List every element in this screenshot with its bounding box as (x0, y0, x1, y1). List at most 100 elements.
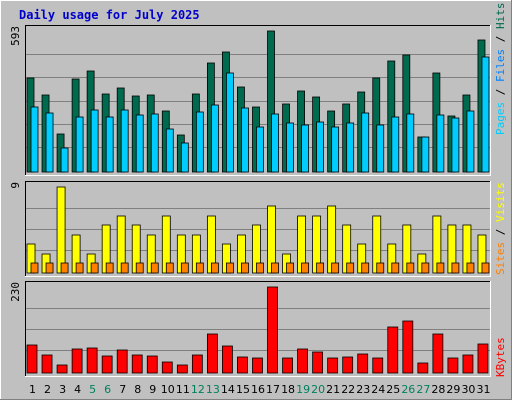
bar-sites-day-10 (165, 262, 174, 274)
x-axis-day-label: 14 (221, 383, 235, 396)
bar-kbytes-day-19 (297, 348, 308, 374)
bar-pages-day-14 (226, 72, 234, 173)
x-axis-day-label: 8 (134, 383, 141, 396)
bar-pages-day-21 (331, 126, 340, 173)
bar-kbytes-day-5 (86, 347, 98, 374)
x-axis-day-label: 2 (44, 383, 51, 396)
bar-kbytes-day-3 (56, 364, 68, 374)
bar-pages-day-8 (135, 114, 144, 173)
x-axis-day-label: 17 (266, 383, 280, 396)
bar-pages-day-16 (256, 126, 264, 173)
bar-pages-day-2 (45, 112, 54, 173)
bar-kbytes-day-31 (477, 343, 489, 374)
bar-pages-day-13 (210, 104, 219, 173)
bar-kbytes-day-12 (191, 354, 203, 374)
bar-sites-day-1 (30, 262, 39, 274)
legend-separator: / (494, 29, 507, 49)
series-legends: Pages / Files / Hits Sites / Visits KBytes (494, 3, 507, 378)
bar-sites-day-7 (120, 262, 129, 274)
legend-separator: / (494, 82, 507, 102)
legend-sites: Sites (494, 242, 507, 275)
x-axis-day-label: 23 (356, 383, 370, 396)
bar-sites-day-23 (361, 262, 370, 274)
bar-kbytes-day-1 (26, 344, 38, 374)
bar-pages-day-11 (180, 142, 189, 173)
bar-pages-day-5 (90, 109, 99, 173)
y-axis-max-label-panel-2: 9 (9, 182, 22, 189)
bar-sites-day-18 (286, 262, 294, 274)
x-axis-day-label: 4 (74, 383, 81, 396)
x-axis-day-label: 19 (296, 383, 310, 396)
bar-sites-day-30 (466, 262, 475, 274)
x-axis-day-label: 26 (401, 383, 415, 396)
bar-pages-day-19 (301, 124, 309, 173)
x-axis-day-label: 27 (416, 383, 430, 396)
bar-sites-day-8 (135, 262, 144, 274)
bar-sites-day-25 (391, 262, 400, 274)
bar-sites-day-9 (150, 262, 159, 274)
bar-pages-day-30 (466, 110, 475, 173)
bar-sites-day-4 (75, 262, 84, 274)
bar-sites-day-13 (210, 262, 219, 274)
bar-kbytes-day-16 (252, 357, 263, 374)
bar-kbytes-day-18 (282, 357, 293, 374)
x-axis-day-label: 15 (236, 383, 250, 396)
bar-kbytes-day-17 (267, 286, 278, 374)
legend-files: Files (494, 49, 507, 82)
bar-pages-day-28 (436, 114, 445, 173)
bar-hits-day-26 (402, 54, 411, 173)
x-axis-day-label: 1 (29, 383, 36, 396)
bar-sites-day-5 (90, 262, 99, 274)
y-axis-max-labels: 593 9 230 (9, 26, 22, 302)
bar-pages-day-23 (361, 112, 370, 173)
x-axis-day-label: 7 (119, 383, 126, 396)
bar-sites-day-16 (256, 262, 264, 274)
legend-pages: Pages (494, 102, 507, 135)
bar-kbytes-day-28 (432, 333, 444, 374)
x-axis-day-label: 13 (206, 383, 220, 396)
x-axis-day-label: 11 (176, 383, 190, 396)
bar-sites-day-17 (271, 262, 279, 274)
bar-kbytes-day-10 (161, 361, 173, 374)
bar-sites-day-3 (60, 262, 69, 274)
legend-panel-2: Sites / Visits (494, 182, 507, 275)
bar-pages-day-26 (406, 113, 415, 173)
y-axis-max-label-panel-3: 230 (9, 282, 22, 302)
bar-pages-day-24 (376, 124, 385, 173)
bar-sites-day-24 (376, 262, 385, 274)
x-axis-day-label: 5 (89, 383, 96, 396)
x-axis-day-label: 28 (431, 383, 445, 396)
x-axis-day-label: 20 (311, 383, 325, 396)
bar-kbytes-day-6 (101, 355, 113, 374)
x-axis-day-label: 21 (326, 383, 340, 396)
x-axis-day-label: 10 (161, 383, 175, 396)
bar-kbytes-day-23 (357, 353, 369, 374)
chart-title: Daily usage for July 2025 (19, 8, 200, 22)
bar-kbytes-day-15 (237, 356, 248, 374)
bar-kbytes-day-25 (387, 326, 399, 374)
bar-sites-day-12 (195, 262, 204, 274)
x-axis-day-label: 24 (371, 383, 385, 396)
bar-pages-day-9 (150, 113, 159, 173)
bar-kbytes-day-27 (417, 362, 429, 374)
bar-kbytes-day-30 (462, 354, 474, 374)
legend-separator: / (494, 222, 507, 242)
bar-pages-day-6 (105, 116, 114, 173)
bar-hits-day-17 (267, 30, 275, 173)
legend-hits: Hits (494, 3, 507, 30)
bar-sites-day-28 (436, 262, 445, 274)
bar-sites-day-31 (481, 262, 490, 274)
bar-kbytes-day-29 (447, 357, 459, 374)
bar-sites-day-14 (226, 262, 234, 274)
x-axis-day-label: 18 (281, 383, 295, 396)
y-axis-max-label-panel-1: 593 (9, 26, 22, 46)
legend-panel-1: Pages / Files / Hits (494, 3, 507, 136)
bar-pages-day-7 (120, 109, 129, 173)
bar-kbytes-day-24 (372, 357, 384, 374)
bar-kbytes-day-7 (116, 349, 128, 374)
x-axis-day-label: 12 (191, 383, 205, 396)
bar-kbytes-day-22 (342, 356, 354, 374)
bar-sites-day-2 (45, 262, 54, 274)
